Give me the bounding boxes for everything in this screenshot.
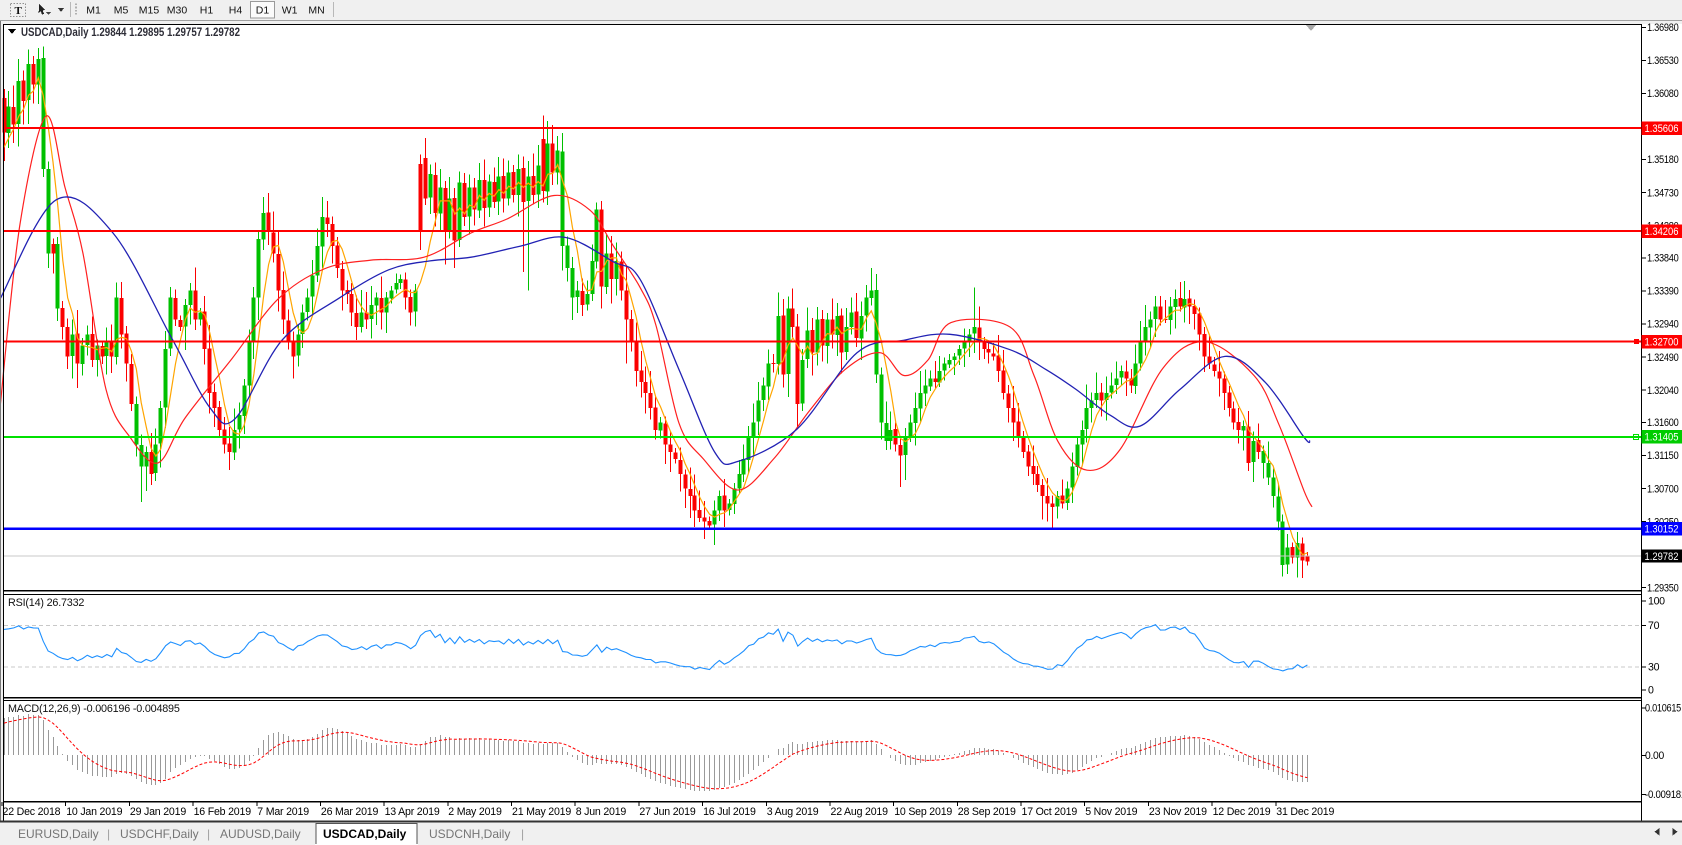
svg-text:M1: M1 [86, 5, 101, 17]
svg-text:1.31600: 1.31600 [1647, 417, 1679, 429]
svg-text:27 Jun 2019: 27 Jun 2019 [639, 806, 695, 818]
svg-text:1.32040: 1.32040 [1647, 385, 1679, 397]
svg-text:100: 100 [1648, 596, 1665, 608]
svg-text:28 Sep 2019: 28 Sep 2019 [958, 806, 1016, 818]
svg-text:31 Dec 2019: 31 Dec 2019 [1276, 806, 1334, 818]
svg-text:7 Mar 2019: 7 Mar 2019 [257, 806, 309, 818]
svg-text:-0.009181: -0.009181 [1645, 789, 1682, 801]
svg-text:D1: D1 [256, 5, 270, 17]
svg-text:1.33840: 1.33840 [1647, 253, 1679, 265]
svg-text:USDCHF,Daily: USDCHF,Daily [120, 827, 199, 841]
svg-text:1.35180: 1.35180 [1647, 154, 1679, 166]
svg-text:1.32940: 1.32940 [1647, 319, 1679, 331]
svg-text:2 May 2019: 2 May 2019 [448, 806, 502, 818]
svg-text:16 Jul 2019: 16 Jul 2019 [703, 806, 756, 818]
svg-text:17 Oct 2019: 17 Oct 2019 [1022, 806, 1078, 818]
svg-text:5 Nov 2019: 5 Nov 2019 [1085, 806, 1137, 818]
svg-text:8 Jun 2019: 8 Jun 2019 [576, 806, 627, 818]
svg-text:1.31405: 1.31405 [1645, 432, 1679, 444]
svg-text:USDCNH,Daily: USDCNH,Daily [429, 827, 510, 841]
svg-text:MACD(12,26,9) -0.006196 -0.004: MACD(12,26,9) -0.006196 -0.004895 [8, 703, 180, 715]
svg-text:21 May 2019: 21 May 2019 [512, 806, 571, 818]
svg-text:12 Dec 2019: 12 Dec 2019 [1213, 806, 1271, 818]
svg-text:1.32490: 1.32490 [1647, 352, 1679, 364]
svg-text:EURUSD,Daily: EURUSD,Daily [18, 827, 99, 841]
svg-text:1.30152: 1.30152 [1645, 524, 1679, 536]
svg-text:3 Aug 2019: 3 Aug 2019 [767, 806, 819, 818]
svg-text:RSI(14) 26.7332: RSI(14) 26.7332 [8, 597, 84, 609]
svg-text:1.33390: 1.33390 [1647, 286, 1679, 298]
svg-text:1.34206: 1.34206 [1645, 226, 1679, 238]
svg-text:T: T [15, 5, 23, 17]
svg-text:1.36530: 1.36530 [1647, 55, 1679, 67]
svg-text:0.010615: 0.010615 [1645, 703, 1681, 715]
svg-text:10 Sep 2019: 10 Sep 2019 [894, 806, 952, 818]
svg-text:1.36980: 1.36980 [1647, 22, 1679, 34]
svg-text:W1: W1 [282, 5, 298, 17]
svg-text:1.32700: 1.32700 [1645, 337, 1679, 349]
svg-text:1.30700: 1.30700 [1647, 483, 1679, 495]
svg-text:1.29350: 1.29350 [1647, 582, 1679, 594]
svg-text:1.36080: 1.36080 [1647, 88, 1679, 100]
svg-text:1.29782: 1.29782 [1645, 551, 1679, 563]
svg-text:MN: MN [308, 5, 324, 17]
svg-text:1.35606: 1.35606 [1645, 123, 1679, 135]
svg-text:M15: M15 [139, 5, 160, 17]
svg-text:16 Feb 2019: 16 Feb 2019 [194, 806, 252, 818]
svg-text:M30: M30 [167, 5, 188, 17]
svg-text:USDCAD,Daily: USDCAD,Daily [323, 827, 407, 841]
svg-text:AUDUSD,Daily: AUDUSD,Daily [220, 827, 301, 841]
svg-text:22 Aug 2019: 22 Aug 2019 [831, 806, 889, 818]
svg-text:H4: H4 [229, 5, 243, 17]
svg-text:70: 70 [1648, 620, 1660, 632]
svg-text:22 Dec 2018: 22 Dec 2018 [3, 806, 61, 818]
svg-text:29 Jan 2019: 29 Jan 2019 [130, 806, 186, 818]
svg-text:0: 0 [1648, 685, 1654, 697]
svg-text:|: | [521, 827, 524, 841]
svg-text:M5: M5 [114, 5, 129, 17]
svg-text:1.31150: 1.31150 [1647, 450, 1679, 462]
svg-text:23 Nov 2019: 23 Nov 2019 [1149, 806, 1207, 818]
svg-text:|: | [107, 827, 110, 841]
svg-text:10 Jan 2019: 10 Jan 2019 [66, 806, 122, 818]
svg-text:13 Apr 2019: 13 Apr 2019 [385, 806, 440, 818]
svg-text:1.34730: 1.34730 [1647, 187, 1679, 199]
svg-text:0.00: 0.00 [1645, 750, 1664, 762]
svg-text:USDCAD,Daily 1.29844 1.29895: USDCAD,Daily 1.29844 1.29895 1.29757 1.2… [21, 27, 240, 39]
svg-text:H1: H1 [200, 5, 214, 17]
svg-text:30: 30 [1648, 662, 1660, 674]
svg-text:|: | [207, 827, 210, 841]
svg-text:26 Mar 2019: 26 Mar 2019 [321, 806, 379, 818]
